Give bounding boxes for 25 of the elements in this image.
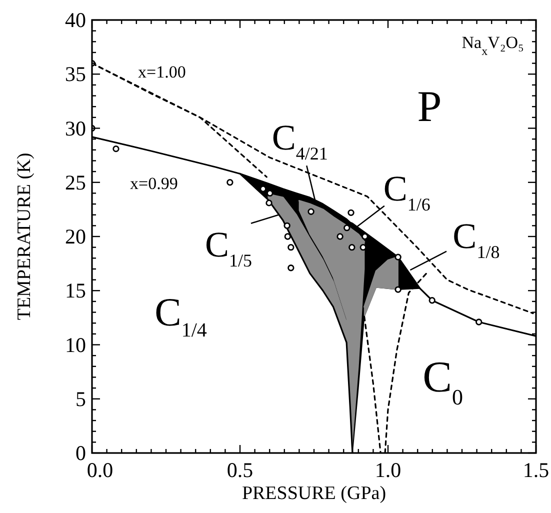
annotation: C$_{4/21}$ xyxy=(272,118,328,164)
series-label: x=1.00 xyxy=(138,62,186,82)
annotation: C$_{1/4}$ xyxy=(154,289,207,342)
y-tick-label: 5 xyxy=(76,386,86,411)
annotation: C$_{1/5}$ xyxy=(204,224,252,271)
annotation: C$_{0}$ xyxy=(422,352,463,410)
y-tick-label: 40 xyxy=(65,8,86,32)
y-tick-label: 35 xyxy=(65,62,86,86)
y-tick-label: 20 xyxy=(65,224,86,248)
annotation: C$_{1/6}$ xyxy=(383,168,430,215)
x-tick-label: 0.5 xyxy=(226,458,254,482)
text: Na$_{x}$V₂O₅ xyxy=(462,33,524,58)
y-tick-label: 10 xyxy=(65,332,86,357)
x-tick-label: 1.5 xyxy=(522,458,550,482)
y-tick-label: 15 xyxy=(65,278,86,303)
x-tick-label: 1.0 xyxy=(374,458,402,482)
y-tick-label: 0 xyxy=(76,441,86,465)
series-label: x=0.99 xyxy=(130,174,178,193)
x-axis-title: PRESSURE (GPa) xyxy=(242,483,386,504)
y-axis-title: TEMPERATURE (K) xyxy=(14,152,35,320)
annotation: P xyxy=(417,82,442,132)
y-tick-label: 30 xyxy=(65,116,86,140)
annotation: C$_{1/8}$ xyxy=(452,216,500,262)
y-tick-label: 25 xyxy=(65,170,86,194)
x-tick-label: 0.0 xyxy=(86,458,114,482)
